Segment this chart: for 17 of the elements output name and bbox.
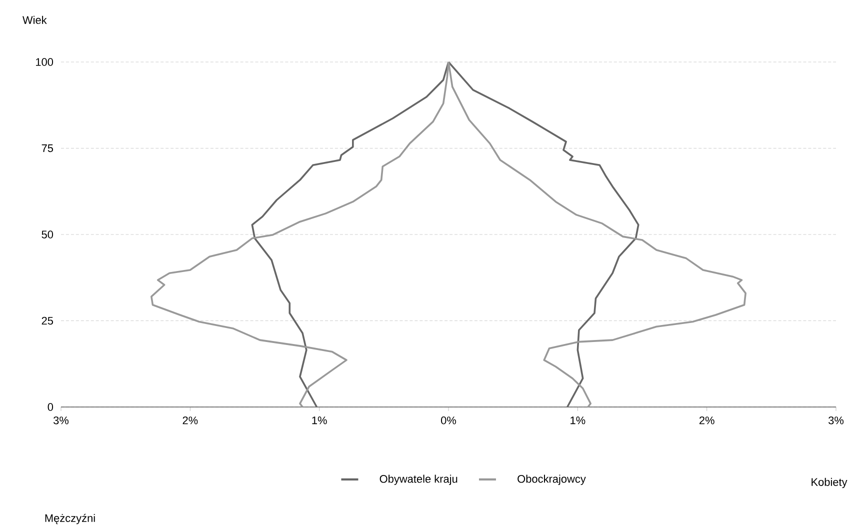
x-tick-label: 2% bbox=[182, 416, 198, 424]
y-tick-label: 50 bbox=[42, 230, 54, 238]
y-tick-label: 75 bbox=[42, 144, 54, 152]
x-tick-label: 1% bbox=[312, 416, 327, 424]
y-tick-label: 0 bbox=[48, 403, 54, 411]
x-tick-label: 0% bbox=[441, 416, 456, 424]
y-tick-label: 100 bbox=[36, 58, 54, 66]
legend-label: Obywatele kraju bbox=[380, 474, 458, 485]
x-tick-label: 1% bbox=[570, 416, 586, 424]
x-tick-label: 3% bbox=[828, 416, 844, 424]
x-tick-label: 3% bbox=[54, 416, 69, 424]
legend-label: Obockrajowcy bbox=[518, 474, 586, 485]
text: Kobiety bbox=[812, 478, 848, 488]
text: Mężczyźni bbox=[45, 514, 95, 524]
y-tick-label: 25 bbox=[42, 316, 54, 325]
x-tick-label: 2% bbox=[699, 416, 714, 424]
y-axis-title: Wiek bbox=[22, 16, 47, 24]
